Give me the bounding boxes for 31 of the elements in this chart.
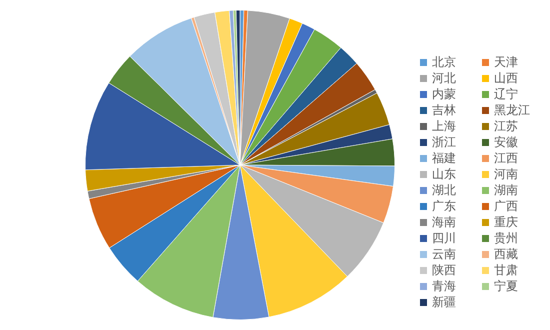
legend-label: 湖南 [493,183,519,198]
legend-label: 辽宁 [493,87,519,102]
legend-label: 新疆 [431,295,457,310]
legend-label: 四川 [431,231,457,246]
legend-label: 山西 [493,71,519,86]
legend-label: 陕西 [431,263,457,278]
legend-label: 山东 [431,167,457,182]
legend-label: 青海 [431,279,457,294]
legend-label: 江西 [493,151,519,166]
legend-label: 河北 [431,71,457,86]
legend-label: 安徽 [493,135,519,150]
legend-label: 浙江 [431,135,457,150]
legend-label: 广西 [493,199,519,214]
legend-label: 云南 [431,247,457,262]
legend-label: 江苏 [493,119,519,134]
legend-label: 黑龙江 [493,103,531,118]
legend-label: 北京 [431,55,457,70]
legend-label: 贵州 [493,231,519,246]
legend-label: 福建 [431,151,457,166]
legend-label: 内蒙 [431,87,457,102]
legend-label: 天津 [493,55,519,70]
legend-label: 上海 [431,119,457,134]
legend-label: 湖北 [431,183,457,198]
legend-label: 广东 [431,199,457,214]
legend-label: 海南 [431,215,457,230]
legend-label: 西藏 [493,247,519,262]
legend-label: 甘肃 [493,263,519,278]
legend-label: 宁夏 [493,279,519,294]
legend-label: 吉林 [431,103,457,118]
legend-label: 河南 [493,167,519,182]
legend-label: 重庆 [493,215,519,230]
